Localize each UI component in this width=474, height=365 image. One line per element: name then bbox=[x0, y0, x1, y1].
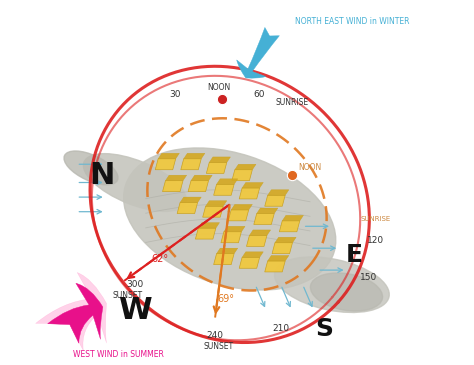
Polygon shape bbox=[282, 215, 303, 221]
Polygon shape bbox=[242, 182, 263, 188]
Polygon shape bbox=[228, 210, 249, 221]
Text: WEST WIND in SUMMER: WEST WIND in SUMMER bbox=[73, 350, 164, 358]
Text: 150: 150 bbox=[360, 273, 377, 282]
Polygon shape bbox=[206, 162, 227, 173]
Text: N: N bbox=[89, 161, 115, 190]
Polygon shape bbox=[203, 206, 223, 217]
Polygon shape bbox=[209, 157, 230, 162]
Ellipse shape bbox=[274, 257, 389, 312]
Polygon shape bbox=[217, 179, 238, 184]
Polygon shape bbox=[249, 230, 271, 235]
Polygon shape bbox=[177, 203, 198, 214]
Text: NOON: NOON bbox=[207, 83, 230, 92]
Polygon shape bbox=[239, 257, 260, 268]
Ellipse shape bbox=[124, 148, 336, 290]
Polygon shape bbox=[268, 255, 289, 261]
Polygon shape bbox=[254, 214, 274, 224]
Text: SUNSET: SUNSET bbox=[112, 291, 143, 300]
Polygon shape bbox=[224, 226, 245, 232]
Polygon shape bbox=[155, 159, 176, 170]
Polygon shape bbox=[206, 201, 227, 206]
Text: SUNRISE: SUNRISE bbox=[275, 98, 308, 107]
Polygon shape bbox=[180, 197, 201, 203]
Polygon shape bbox=[239, 188, 260, 199]
Polygon shape bbox=[275, 237, 296, 243]
Text: W: W bbox=[118, 296, 152, 325]
Text: 62°: 62° bbox=[152, 254, 169, 264]
Point bbox=[288, 172, 296, 178]
Polygon shape bbox=[198, 223, 219, 228]
Polygon shape bbox=[231, 204, 252, 210]
Text: 30: 30 bbox=[169, 91, 181, 99]
Polygon shape bbox=[242, 252, 263, 257]
Text: NOON: NOON bbox=[298, 164, 322, 172]
Text: 120: 120 bbox=[367, 237, 384, 245]
Polygon shape bbox=[163, 181, 183, 192]
Polygon shape bbox=[165, 175, 187, 181]
Text: 60: 60 bbox=[253, 91, 264, 99]
Polygon shape bbox=[181, 159, 201, 170]
Polygon shape bbox=[265, 261, 285, 272]
Polygon shape bbox=[184, 153, 205, 159]
Text: SUNSET: SUNSET bbox=[204, 342, 234, 351]
Text: 69°: 69° bbox=[218, 294, 235, 304]
Ellipse shape bbox=[310, 273, 383, 311]
Ellipse shape bbox=[83, 154, 186, 211]
Text: S: S bbox=[316, 316, 334, 341]
Polygon shape bbox=[191, 175, 212, 181]
Polygon shape bbox=[188, 181, 209, 192]
Polygon shape bbox=[246, 235, 267, 246]
Polygon shape bbox=[214, 254, 234, 265]
Polygon shape bbox=[217, 248, 238, 254]
Polygon shape bbox=[214, 184, 234, 195]
Polygon shape bbox=[195, 228, 216, 239]
Polygon shape bbox=[235, 164, 256, 170]
Polygon shape bbox=[232, 170, 252, 181]
Text: 210: 210 bbox=[272, 324, 289, 333]
Text: 300: 300 bbox=[126, 280, 144, 289]
Text: NORTH EAST WIND in WINTER: NORTH EAST WIND in WINTER bbox=[295, 16, 410, 26]
Polygon shape bbox=[265, 195, 285, 206]
Polygon shape bbox=[272, 243, 292, 254]
Polygon shape bbox=[268, 190, 289, 195]
Text: 240: 240 bbox=[207, 331, 224, 340]
Text: SUNRISE: SUNRISE bbox=[361, 216, 391, 222]
Ellipse shape bbox=[64, 151, 118, 185]
Point bbox=[219, 96, 226, 101]
Text: E: E bbox=[345, 243, 362, 268]
Polygon shape bbox=[279, 221, 300, 232]
Polygon shape bbox=[257, 208, 278, 214]
Polygon shape bbox=[158, 153, 179, 159]
Polygon shape bbox=[221, 232, 241, 243]
